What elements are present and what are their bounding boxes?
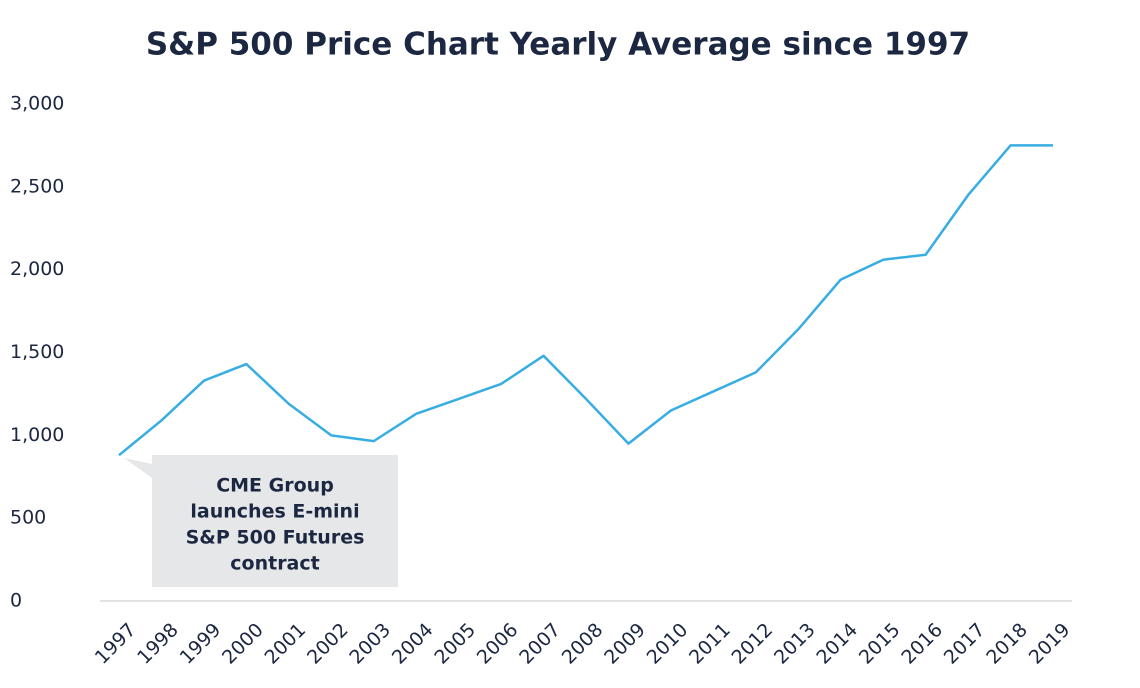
- x-tick-label: 2009: [600, 619, 650, 669]
- x-tick-label: 2014: [812, 619, 862, 669]
- y-tick-label: 1,500: [10, 341, 64, 363]
- x-tick-label: 2017: [940, 619, 990, 669]
- x-tick-label: 1998: [133, 619, 183, 669]
- x-tick-label: 1999: [176, 619, 226, 669]
- y-tick-label: 2,000: [10, 258, 64, 280]
- x-tick-label: 2015: [855, 619, 905, 669]
- x-tick-label: 2013: [770, 619, 820, 669]
- x-tick-label: 2016: [897, 619, 947, 669]
- x-tick-label: 2001: [260, 619, 310, 669]
- x-tick-label: 2010: [643, 619, 693, 669]
- annotation-text: launches E-mini: [190, 501, 359, 523]
- y-tick-label: 0: [10, 590, 22, 612]
- x-tick-label: 2000: [218, 619, 268, 669]
- annotation-text: contract: [230, 553, 319, 575]
- x-tick-label: 2005: [430, 619, 480, 669]
- x-tick-label: 2004: [388, 619, 438, 669]
- y-tick-label: 1,000: [10, 424, 64, 446]
- x-tick-label: 2003: [345, 619, 395, 669]
- annotation-text: CME Group: [216, 475, 334, 497]
- x-tick-label: 2019: [1025, 619, 1075, 669]
- chart-title: S&P 500 Price Chart Yearly Average since…: [146, 27, 970, 63]
- x-tick-label: 2011: [685, 619, 735, 669]
- annotation-box: [124, 455, 398, 587]
- y-tick-label: 500: [10, 507, 46, 529]
- x-tick-label: 2018: [982, 619, 1032, 669]
- x-tick-label: 2002: [303, 619, 353, 669]
- x-tick-label: 2008: [558, 619, 608, 669]
- y-tick-label: 2,500: [10, 175, 64, 197]
- x-tick-label: 1997: [91, 619, 141, 669]
- annotation-text: S&P 500 Futures: [186, 527, 365, 549]
- x-tick-label: 2012: [727, 619, 777, 669]
- x-tick-label: 2007: [515, 619, 565, 669]
- x-tick-label: 2006: [473, 619, 523, 669]
- y-tick-label: 3,000: [10, 93, 64, 115]
- line-series: [118, 144, 1053, 457]
